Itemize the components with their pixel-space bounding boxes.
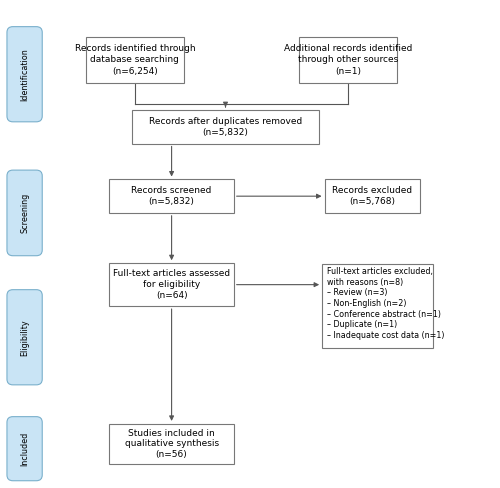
Text: – Duplicate (n=1): – Duplicate (n=1)	[327, 321, 398, 329]
Text: for eligibility: for eligibility	[143, 280, 200, 289]
Text: Identification: Identification	[20, 48, 29, 101]
Text: database searching: database searching	[90, 55, 180, 64]
FancyBboxPatch shape	[109, 180, 234, 213]
Text: Studies included in: Studies included in	[128, 429, 215, 438]
Text: through other sources: through other sources	[298, 55, 398, 64]
FancyBboxPatch shape	[7, 417, 42, 481]
Text: (n=64): (n=64)	[156, 291, 188, 300]
Text: (n=6,254): (n=6,254)	[112, 67, 158, 76]
FancyBboxPatch shape	[7, 27, 42, 122]
Text: – Inadequate cost data (n=1): – Inadequate cost data (n=1)	[327, 331, 444, 340]
Text: Records after duplicates removed: Records after duplicates removed	[149, 117, 302, 126]
Text: Full-text articles assessed: Full-text articles assessed	[113, 269, 230, 278]
Text: – Conference abstract (n=1): – Conference abstract (n=1)	[327, 310, 441, 319]
FancyBboxPatch shape	[86, 37, 184, 82]
Text: (n=56): (n=56)	[156, 449, 188, 459]
FancyBboxPatch shape	[299, 37, 397, 82]
Text: Full-text articles excluded,: Full-text articles excluded,	[327, 267, 433, 276]
Text: with reasons (n=8): with reasons (n=8)	[327, 278, 404, 286]
Text: (n=5,768): (n=5,768)	[350, 197, 396, 206]
FancyBboxPatch shape	[109, 424, 234, 464]
FancyBboxPatch shape	[7, 290, 42, 385]
FancyBboxPatch shape	[7, 170, 42, 256]
Text: Additional records identified: Additional records identified	[284, 44, 412, 53]
Text: (n=1): (n=1)	[335, 67, 361, 76]
FancyBboxPatch shape	[132, 110, 318, 143]
FancyBboxPatch shape	[322, 264, 432, 348]
FancyBboxPatch shape	[324, 180, 420, 213]
Text: Records identified through: Records identified through	[74, 44, 195, 53]
Text: qualitative synthesis: qualitative synthesis	[124, 439, 218, 448]
Text: Records screened: Records screened	[132, 186, 212, 195]
Text: (n=5,832): (n=5,832)	[148, 197, 194, 206]
Text: (n=5,832): (n=5,832)	[202, 128, 248, 137]
Text: Eligibility: Eligibility	[20, 319, 29, 356]
Text: – Review (n=3): – Review (n=3)	[327, 288, 388, 297]
Text: Records excluded: Records excluded	[332, 186, 412, 195]
FancyBboxPatch shape	[109, 263, 234, 306]
Text: Included: Included	[20, 431, 29, 466]
Text: Screening: Screening	[20, 193, 29, 233]
Text: – Non-English (n=2): – Non-English (n=2)	[327, 299, 406, 308]
